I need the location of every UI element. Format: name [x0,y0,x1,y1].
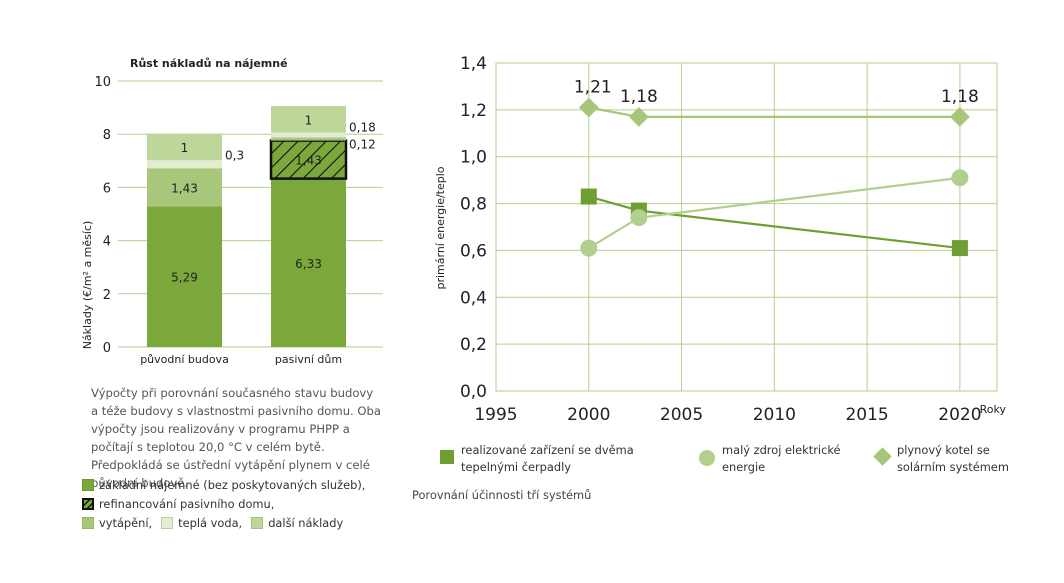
line-y-tick-label: 1,2 [460,101,487,121]
series-point-square [951,240,968,257]
line-grid [495,62,997,392]
bar-segment-hot-water [271,132,346,138]
legend-gas-boiler-line1: plynový kotel se [897,443,990,457]
legend-square-marker [440,450,454,464]
legend-swatch-refinancing [82,498,94,510]
bar-value-label: 0,3 [225,148,244,162]
series-annotation: 1,18 [620,87,658,107]
bar-value-label: 1 [181,141,189,155]
legend-label-refinancing: refinancování pasivního domu, [99,497,275,511]
bar-y-tick-label: 6 [103,181,111,196]
legend-small-generator: malý zdroj elektrické energie [722,442,841,476]
bar-y-tick-label: 4 [103,235,111,250]
legend-heat-pumps-line1: realizované zařízení se dvěma [461,443,634,457]
bar-y-tick-label: 0 [103,341,111,356]
bar-segment-heating [271,137,346,141]
line-x-tick-label: 1995 [474,405,517,425]
bar-y-tick-label: 2 [103,288,111,303]
series-annotation: 1,18 [941,87,979,107]
legend-circle-marker [699,450,715,466]
line-y-tick-label: 1,0 [460,148,487,168]
legend-heat-pumps-line2: tepelnými čerpadly [461,460,572,474]
series-point-circle [630,209,648,227]
line-chart-caption: Porovnání účinnosti tří systémů [412,488,592,502]
bar-value-label: 1,43 [171,181,198,195]
legend-label-base-rent: základní nájemné (bez poskytovaných služ… [99,478,366,492]
legend-gas-boiler: plynový kotel se solárním systémem [897,442,1009,476]
series-point-diamond [578,97,599,118]
bar-value-label: 6,33 [295,257,322,271]
legend-small-generator-line2: energie [722,460,766,474]
series-point-circle [580,239,598,257]
legend-diamond-marker [873,447,892,466]
line-y-tick-label: 0,0 [460,382,487,402]
line-x-tick-label: 2020 [938,405,981,425]
legend-gas-boiler-line2: solárním systémem [897,460,1009,474]
line-x-tick-label: 2000 [567,405,610,425]
bar-y-ticks: 0 2 4 6 8 10 [94,75,111,356]
bar-segment-base-rent [271,178,346,347]
bar-segment-base-rent [147,206,222,347]
line-chart: 0,0 0,2 0,4 0,6 0,8 1,0 1,2 1,4 1995 2000 2005 201… [434,54,1006,425]
bar-chart-title: Růst nákladů na nájemné [130,57,288,70]
legend-heat-pumps: realizované zařízení se dvěma tepelnými … [461,442,634,476]
legend-utilities: vytápění, teplá voda, další náklady [82,516,343,530]
line-chart-x-label: Roky [980,403,1007,416]
bar-segment-refinancing [269,139,348,180]
bar-category-label: původní budova [140,353,229,366]
bar-chart-y-label: Náklady (€/m² a měsíc) [81,221,94,350]
bar-value-label: 0,12 [349,138,376,152]
bar-segment-other-costs [147,133,222,161]
line-chart-y-label: primární energie/teplo [434,166,447,289]
bar-segment-other-costs [271,106,346,133]
legend-swatch-heating [82,517,94,529]
line-plot-frame [495,62,998,392]
line-y-tick-label: 0,2 [460,335,487,355]
legend-refinancing: refinancování pasivního domu, [82,497,274,511]
line-x-tick-label: 2015 [845,405,888,425]
legend-swatch-hot-water [161,517,174,529]
bar-segment-hot-water [147,160,222,169]
legend-base-rent: základní nájemné (bez poskytovaných služ… [82,478,365,492]
legend-label-hot-water: teplá voda, [178,516,243,530]
legend-swatch-other-costs [251,517,264,529]
line-y-tick-label: 0,6 [460,241,487,261]
bar-value-label: 5,29 [171,271,198,285]
bar-categories: původní budova pasivní dům [140,353,342,366]
line-x-tick-label: 2005 [660,405,703,425]
line-y-tick-label: 1,4 [460,54,487,74]
series-point-square [580,188,597,205]
line-x-ticks: 1995 2000 2005 2010 2015 2020 [474,405,981,425]
bar-value-label: 1 [305,113,313,127]
bar-segments: 5,29 1,43 0,3 1 6,33 1,43 0,12 0,18 1 [147,106,376,347]
legend-label-heating: vytápění, [99,516,153,530]
bar-y-tick-label: 8 [103,128,111,143]
series-annotation: 1,21 [574,78,612,98]
line-annotations: 1,21 1,18 1,18 [574,78,979,107]
legend-swatch-base-rent [82,479,94,491]
bar-chart: Růst nákladů na nájemné Náklady (€/m² a … [81,57,383,366]
bar-category-label: pasivní dům [275,353,342,366]
bar-y-tick-label: 10 [94,75,111,90]
line-x-tick-label: 2010 [753,405,796,425]
line-y-tick-label: 0,4 [460,288,487,308]
bar-value-label: 0,18 [349,121,376,135]
legend-label-other-costs: další náklady [268,516,344,530]
series-point-circle [951,169,969,187]
calculation-note: Výpočty při porovnání současného stavu b… [91,386,382,490]
line-y-ticks: 0,0 0,2 0,4 0,6 0,8 1,0 1,2 1,4 [460,54,487,402]
bar-value-label: 1,43 [295,154,322,168]
legend-small-generator-line1: malý zdroj elektrické [722,443,841,457]
line-y-tick-label: 0,8 [460,195,487,215]
bar-segment-heating [147,168,222,207]
